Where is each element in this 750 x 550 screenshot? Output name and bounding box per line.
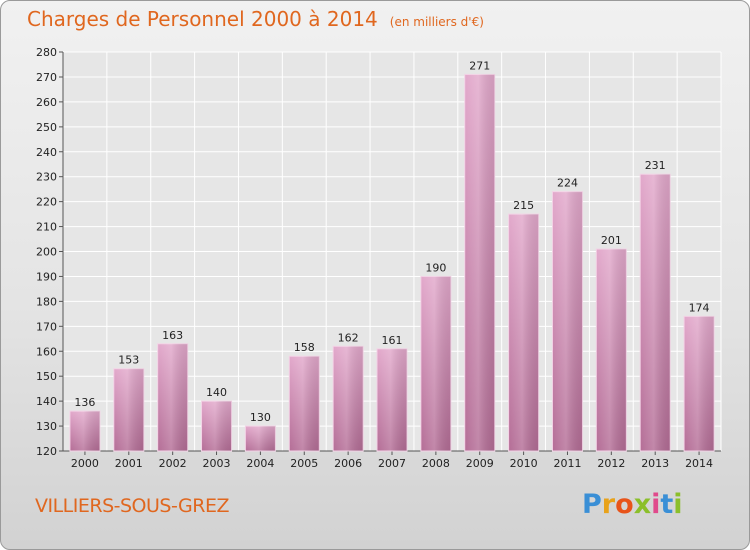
data-label: 231 (645, 159, 666, 172)
y-tick-label: 150 (36, 370, 57, 383)
logo-letter: t (660, 489, 674, 520)
x-tick-label: 2012 (597, 457, 625, 470)
data-label: 215 (513, 199, 534, 212)
x-tick-label: 2003 (203, 457, 231, 470)
y-tick-label: 120 (36, 445, 57, 458)
bar-shading (201, 401, 232, 451)
bars (69, 73, 715, 452)
x-tick-label: 2014 (685, 457, 713, 470)
logo-letter: x (633, 489, 652, 520)
data-label: 162 (338, 331, 359, 344)
chart-title: Charges de Personnel 2000 à 2014 (en mill… (27, 7, 484, 31)
y-tick-label: 140 (36, 395, 57, 408)
bar-shading (552, 191, 583, 451)
x-tick-label: 2008 (422, 457, 450, 470)
bar-shading (464, 74, 495, 451)
y-tick-label: 280 (36, 46, 57, 59)
y-tick-label: 170 (36, 320, 57, 333)
bar-shading (69, 411, 100, 451)
bar-shading (113, 368, 144, 451)
y-tick-label: 130 (36, 420, 57, 433)
x-tick-label: 2010 (510, 457, 538, 470)
logo-letter: i (651, 489, 661, 520)
x-tick-label: 2011 (553, 457, 581, 470)
x-tick-labels: 2000 2001 2002 2003 2004 2005 2006 2007 2008 2009… (71, 457, 713, 470)
y-tick-label: 270 (36, 71, 57, 84)
data-label: 224 (557, 177, 578, 190)
location-name: VILLIERS-SOUS-GREZ (35, 495, 229, 517)
logo-letter: P (582, 489, 602, 520)
y-tick-labels: 120 130 140 150 160 170 180 190 200 210 220 230 240 2… (36, 46, 57, 458)
data-label: 161 (382, 334, 403, 347)
y-tick-label: 260 (36, 96, 57, 109)
y-tick-label: 160 (36, 345, 57, 358)
data-label: 190 (425, 261, 446, 274)
y-tick-label: 190 (36, 270, 57, 283)
bar-shading (377, 348, 407, 451)
data-label: 163 (162, 329, 183, 342)
proxiti-logo[interactable]: Proxiti (582, 489, 683, 520)
bar-shading (289, 356, 320, 451)
data-label: 271 (469, 59, 490, 72)
data-labels: 136 153 163 140 130 158 162 161 190 271 215 224 201 2… (74, 59, 709, 424)
x-tick-label: 2009 (466, 457, 494, 470)
logo-letter: o (615, 489, 634, 520)
chart-title-text: Charges de Personnel 2000 à 2014 (27, 7, 378, 31)
data-label: 140 (206, 386, 227, 399)
x-tick-label: 2006 (334, 457, 362, 470)
bar-shading (245, 426, 276, 451)
x-tick-label: 2005 (290, 457, 318, 470)
y-tick-label: 180 (36, 295, 57, 308)
bar-shading (157, 343, 188, 451)
x-tick-label: 2004 (246, 457, 274, 470)
y-tick-label: 200 (36, 246, 57, 259)
bar-shading (640, 174, 671, 451)
bar-shading (684, 316, 715, 451)
x-tick-label: 2001 (115, 457, 143, 470)
bar-shading (333, 346, 364, 451)
x-tick-label: 2007 (378, 457, 406, 470)
y-tick-label: 220 (36, 196, 57, 209)
logo-letter: i (673, 489, 683, 520)
x-tick-label: 2002 (159, 457, 187, 470)
x-tick-label: 2013 (641, 457, 669, 470)
data-label: 174 (689, 301, 710, 314)
y-tick-label: 230 (36, 171, 57, 184)
y-tick-label: 210 (36, 221, 57, 234)
bar-shading (420, 276, 451, 451)
data-label: 158 (294, 341, 315, 354)
y-tick-label: 240 (36, 146, 57, 159)
bar-shading (596, 249, 627, 451)
data-label: 201 (601, 234, 622, 247)
y-tick-label: 250 (36, 121, 57, 134)
x-tick-label: 2000 (71, 457, 99, 470)
logo-letter: r (601, 489, 616, 520)
data-label: 130 (250, 411, 271, 424)
data-label: 153 (118, 354, 139, 367)
chart-subtitle: (en milliers d'€) (389, 15, 484, 29)
bar-shading (508, 214, 539, 451)
data-label: 136 (74, 396, 95, 409)
